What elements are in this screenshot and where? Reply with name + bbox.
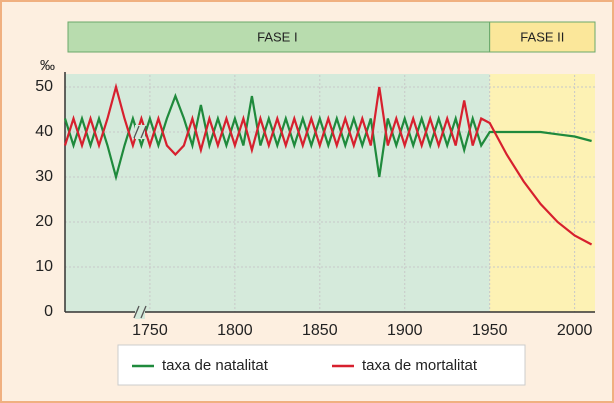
y-tick-label: 0 <box>44 303 53 320</box>
y-tick-label: 30 <box>35 168 53 185</box>
x-tick-label: 1900 <box>387 322 423 339</box>
phase-label: FASE II <box>520 29 564 44</box>
phase-label: FASE I <box>257 29 297 44</box>
x-tick-label: 1850 <box>302 322 338 339</box>
phase-area <box>65 74 490 312</box>
y-tick-label: 40 <box>35 123 53 140</box>
legend-label: taxa de mortalitat <box>362 357 478 374</box>
phase-header <box>489 21 596 53</box>
legend-box <box>117 344 526 386</box>
x-tick-label: 1750 <box>132 322 168 339</box>
axis-break-gap <box>135 125 145 139</box>
y-tick-label: 20 <box>35 213 53 230</box>
y-unit: ‰ <box>40 57 55 74</box>
axis-break <box>133 125 147 139</box>
x-tick-label: 1950 <box>472 322 508 339</box>
axis-break <box>133 305 147 319</box>
phase-area <box>489 74 595 312</box>
y-tick-label: 50 <box>35 78 53 95</box>
x-tick-label: 1800 <box>217 322 253 339</box>
legend-label: taxa de natalitat <box>162 357 269 374</box>
y-tick-label: 10 <box>35 258 53 275</box>
axis-break-gap <box>135 305 145 319</box>
phase-header <box>67 21 491 53</box>
x-tick-label: 2000 <box>557 322 593 339</box>
